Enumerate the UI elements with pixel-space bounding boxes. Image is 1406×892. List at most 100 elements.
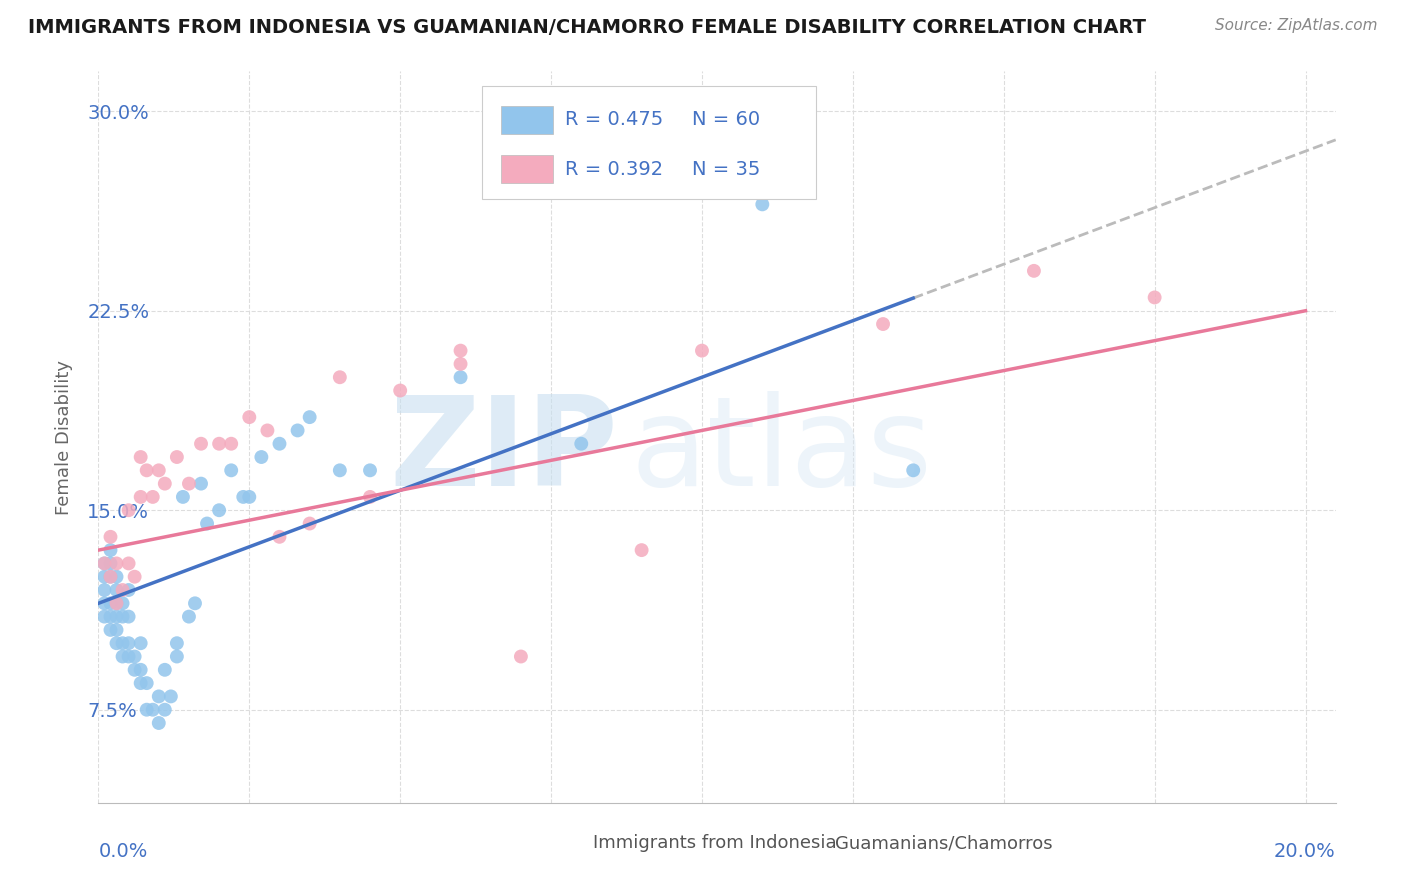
Text: Immigrants from Indonesia: Immigrants from Indonesia	[593, 834, 837, 852]
Point	[238, 490, 260, 504]
Point	[166, 649, 188, 664]
Point	[569, 436, 592, 450]
Point	[105, 596, 128, 610]
Point	[287, 424, 309, 438]
Text: 0.0%: 0.0%	[98, 842, 148, 861]
Point	[329, 463, 352, 477]
Point	[450, 357, 472, 371]
Point	[100, 530, 122, 544]
Point	[129, 490, 152, 504]
Point	[148, 716, 170, 731]
Point	[479, 184, 502, 198]
Point	[359, 463, 381, 477]
Text: ZIP: ZIP	[389, 392, 619, 512]
Point	[142, 703, 165, 717]
Point	[100, 609, 122, 624]
Point	[184, 596, 207, 610]
Point	[153, 663, 176, 677]
Point	[630, 543, 652, 558]
Point	[208, 436, 231, 450]
Point	[100, 557, 122, 571]
Point	[117, 503, 139, 517]
Point	[219, 463, 242, 477]
Point	[105, 609, 128, 624]
Point	[190, 436, 212, 450]
Point	[129, 676, 152, 690]
Point	[148, 463, 170, 477]
Point	[100, 596, 122, 610]
Point	[298, 410, 321, 425]
Point	[1022, 264, 1045, 278]
Point	[751, 197, 773, 211]
Text: Source: ZipAtlas.com: Source: ZipAtlas.com	[1215, 18, 1378, 33]
Point	[219, 436, 242, 450]
Point	[100, 623, 122, 637]
Point	[117, 582, 139, 597]
Point	[195, 516, 218, 531]
Point	[117, 557, 139, 571]
Text: Guamanians/Chamorros: Guamanians/Chamorros	[835, 834, 1052, 852]
Point	[177, 609, 200, 624]
Text: N = 35: N = 35	[692, 160, 761, 179]
Point	[93, 582, 115, 597]
Point	[298, 516, 321, 531]
Point	[93, 570, 115, 584]
Point	[93, 596, 115, 610]
Point	[250, 450, 273, 464]
Point	[450, 370, 472, 384]
Point	[142, 490, 165, 504]
Point	[105, 623, 128, 637]
Point	[1143, 290, 1166, 304]
Point	[166, 636, 188, 650]
Point	[872, 317, 894, 331]
Point	[232, 490, 254, 504]
Point	[153, 476, 176, 491]
Text: R = 0.475: R = 0.475	[565, 110, 664, 129]
Point	[105, 582, 128, 597]
Point	[100, 570, 122, 584]
Y-axis label: Female Disability: Female Disability	[55, 359, 73, 515]
Point	[238, 410, 260, 425]
Point	[135, 463, 157, 477]
Point	[117, 609, 139, 624]
Text: R = 0.392: R = 0.392	[565, 160, 664, 179]
Point	[111, 609, 134, 624]
Point	[105, 596, 128, 610]
Point	[93, 609, 115, 624]
Point	[269, 530, 291, 544]
Point	[135, 703, 157, 717]
Point	[129, 663, 152, 677]
Point	[208, 503, 231, 517]
Point	[450, 343, 472, 358]
Point	[903, 463, 925, 477]
Point	[111, 649, 134, 664]
FancyBboxPatch shape	[555, 837, 588, 853]
Point	[172, 490, 194, 504]
Point	[148, 690, 170, 704]
Point	[129, 450, 152, 464]
Point	[93, 557, 115, 571]
FancyBboxPatch shape	[501, 155, 553, 183]
Point	[111, 596, 134, 610]
Point	[135, 676, 157, 690]
Text: N = 60: N = 60	[692, 110, 761, 129]
Point	[359, 490, 381, 504]
Point	[166, 450, 188, 464]
Point	[100, 543, 122, 558]
Point	[509, 649, 531, 664]
Point	[124, 649, 146, 664]
FancyBboxPatch shape	[501, 106, 553, 134]
Point	[190, 476, 212, 491]
Point	[690, 343, 713, 358]
FancyBboxPatch shape	[796, 837, 828, 853]
Point	[111, 636, 134, 650]
Point	[269, 436, 291, 450]
Point	[389, 384, 412, 398]
Point	[129, 636, 152, 650]
Point	[124, 570, 146, 584]
FancyBboxPatch shape	[482, 86, 815, 200]
Text: IMMIGRANTS FROM INDONESIA VS GUAMANIAN/CHAMORRO FEMALE DISABILITY CORRELATION CH: IMMIGRANTS FROM INDONESIA VS GUAMANIAN/C…	[28, 18, 1146, 37]
Point	[105, 557, 128, 571]
Point	[100, 570, 122, 584]
Point	[160, 690, 183, 704]
